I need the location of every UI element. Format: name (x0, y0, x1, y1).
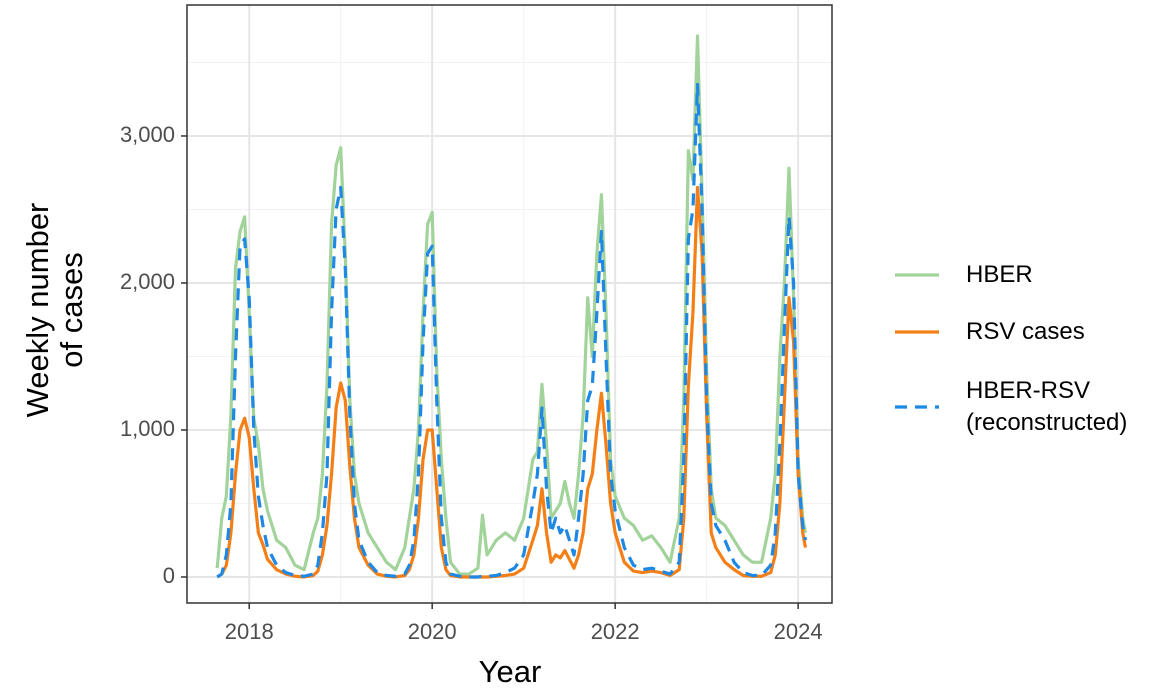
legend-item: HBER (892, 259, 1141, 291)
legend-key (895, 330, 939, 334)
data-line (215, 34, 808, 576)
legend-item: RSV cases (892, 316, 1141, 348)
legend-label: HBER-RSV (reconstructed) (966, 377, 1128, 436)
y-tick-label: 2,000 (120, 269, 175, 294)
panel-border (186, 4, 833, 604)
legend-label: RSV cases (966, 318, 1085, 345)
x-tick-label: 2022 (591, 619, 640, 644)
legend-key (895, 273, 939, 277)
y-axis-title: Weekly number of cases (20, 202, 89, 418)
y-tick-label: 1,000 (120, 416, 175, 441)
data-line (216, 185, 808, 579)
data-line (216, 82, 808, 579)
legend-key (895, 405, 939, 409)
legend-item: HBER-RSV (reconstructed) (892, 375, 1141, 439)
y-tick-label: 0 (163, 563, 175, 588)
y-tick-label: 3,000 (120, 122, 175, 147)
legend-label: HBER (966, 261, 1033, 288)
x-tick-label: 2018 (225, 619, 274, 644)
x-axis-title: Year (478, 654, 542, 689)
x-tick-label: 2020 (408, 619, 457, 644)
x-tick-label: 2024 (774, 619, 823, 644)
